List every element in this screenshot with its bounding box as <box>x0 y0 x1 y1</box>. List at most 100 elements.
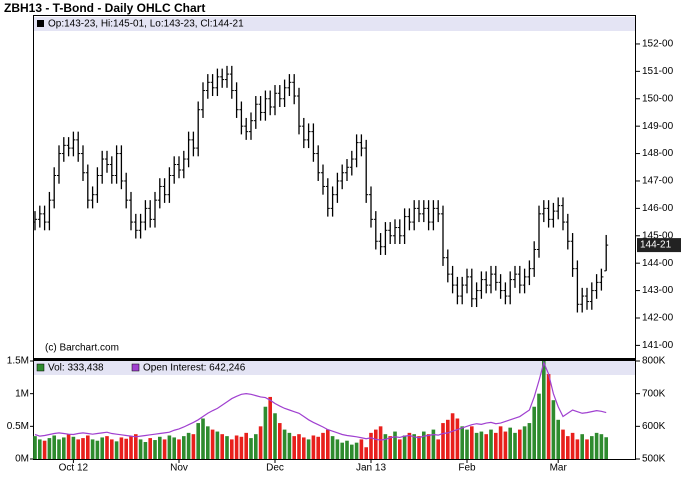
y-tick-label: 146-00 <box>642 203 674 214</box>
volume-bar <box>388 436 392 459</box>
volume-bar <box>570 432 575 459</box>
volume-bar <box>234 435 239 459</box>
open-interest-line <box>34 360 607 441</box>
legend-label: Open Interest: 642,246 <box>143 363 246 374</box>
volume-bar <box>398 439 402 459</box>
y-tick-label: 147-00 <box>642 176 674 187</box>
volume-bar <box>287 432 292 459</box>
volume-bar <box>503 431 508 459</box>
volume-bar <box>460 426 464 459</box>
volume-bar <box>359 439 364 459</box>
volume-bar <box>566 436 570 459</box>
last-price-box <box>637 238 681 253</box>
volume-bar <box>479 431 484 459</box>
volume-bar <box>532 406 536 459</box>
volume-bar <box>551 400 556 459</box>
volume-bar <box>369 432 373 459</box>
volume-bar <box>431 429 436 459</box>
y-tick-label: 1.5M <box>7 356 29 367</box>
volume-bar <box>249 438 253 459</box>
legend-label: Vol: 333,438 <box>48 363 104 374</box>
volume-bar <box>158 436 162 459</box>
volume-bar <box>143 442 148 459</box>
x-tick-label: Dec <box>266 463 284 474</box>
volume-bar <box>306 439 311 459</box>
volume-bar <box>66 434 71 459</box>
volume-bar <box>470 426 474 459</box>
y-tick-label: 0.5M <box>7 421 29 432</box>
volume-bar <box>273 413 277 459</box>
legend-swatch <box>131 363 140 372</box>
y-tick-label: 152-00 <box>642 39 674 50</box>
volume-bar <box>340 442 344 459</box>
volume-bar <box>62 437 66 459</box>
volume-bar <box>182 436 186 459</box>
volume-bar <box>244 432 248 459</box>
y-tick-label: 150-00 <box>642 93 674 104</box>
volume-bar <box>465 429 469 459</box>
y-tick-label: 143-00 <box>642 285 674 296</box>
volume-bar <box>81 438 85 459</box>
y-tick-label: 151-00 <box>642 66 674 77</box>
volume-bar <box>484 434 488 459</box>
legend-swatch <box>36 363 45 372</box>
volume-bar <box>172 437 176 459</box>
volume-bar <box>114 441 119 459</box>
volume-bar <box>412 434 416 459</box>
volume-bar <box>354 442 359 459</box>
volume-bar <box>138 439 143 459</box>
last-price-label: 144-21 <box>640 240 672 251</box>
volume-bar <box>42 440 47 459</box>
volume-bar <box>167 435 172 459</box>
y2-tick-label: 800K <box>642 356 666 367</box>
volume-bar <box>407 432 412 459</box>
volume-bar <box>215 431 220 459</box>
volume-bar <box>86 435 90 459</box>
volume-bar <box>201 418 205 459</box>
volume-bar <box>575 439 580 459</box>
volume-bar <box>527 423 532 459</box>
volume-bar <box>282 429 287 459</box>
volume-bar <box>436 439 440 459</box>
volume-bar <box>450 413 455 459</box>
volume-bar <box>311 435 316 459</box>
x-tick-label: Jan 13 <box>356 463 386 474</box>
volume-bar <box>590 436 594 459</box>
volume-bar <box>76 439 80 459</box>
volume-bar <box>47 438 52 459</box>
volume-bar <box>383 434 388 459</box>
volume-bar <box>220 434 224 459</box>
volume-bar <box>90 439 95 459</box>
volume-bar <box>498 426 503 459</box>
volume-bar <box>110 439 114 459</box>
volume-bar <box>330 436 335 459</box>
volume-bar <box>585 439 589 459</box>
volume-bar <box>33 436 37 459</box>
volume-bar <box>268 396 272 459</box>
volume-bar <box>316 436 320 459</box>
volume-bar <box>239 436 244 459</box>
y-tick-label: 0M <box>15 454 29 465</box>
volume-bar <box>374 429 378 459</box>
volume-bar <box>263 406 268 459</box>
volume-bar <box>230 439 234 459</box>
volume-bar <box>556 419 560 459</box>
volume-bar <box>518 429 522 459</box>
volume-bar <box>326 429 330 459</box>
header-swatch <box>37 20 44 27</box>
y2-tick-label: 600K <box>642 421 666 432</box>
volume-bar <box>561 429 565 459</box>
chart-title: ZBH13 - T-Bond - Daily OHLC Chart <box>4 1 205 15</box>
volume-bar <box>186 432 191 459</box>
volume-bar <box>335 439 340 459</box>
volume-bar <box>537 393 541 459</box>
volume-bar <box>254 434 258 459</box>
volume-bar <box>206 426 210 459</box>
header-strip <box>34 17 635 31</box>
volume-bar <box>210 429 215 459</box>
volume-bar <box>402 435 407 459</box>
volume-bar <box>134 434 138 459</box>
volume-bar <box>119 437 124 459</box>
volume-bar <box>162 439 167 459</box>
